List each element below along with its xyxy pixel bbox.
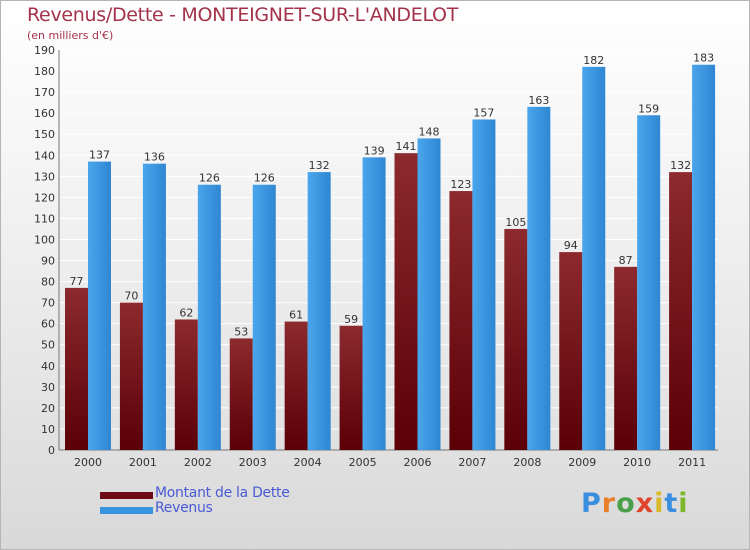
logo-letter: o <box>616 488 636 519</box>
y-tick-label: 40 <box>41 360 55 373</box>
data-label: 61 <box>289 309 303 322</box>
x-tick-label: 2004 <box>294 456 322 469</box>
data-label: 87 <box>619 254 633 267</box>
y-tick-label: 60 <box>41 318 55 331</box>
y-tick-label: 50 <box>41 339 55 352</box>
y-tick-label: 140 <box>34 149 55 162</box>
data-label: 105 <box>505 216 526 229</box>
y-tick-label: 170 <box>34 86 55 99</box>
logo-letter: r <box>601 488 617 519</box>
y-tick-label: 150 <box>34 128 55 141</box>
y-tick-label: 110 <box>34 212 55 225</box>
x-tick-label: 2008 <box>513 456 541 469</box>
y-tick-label: 160 <box>34 107 55 120</box>
bar-revenus <box>142 163 166 450</box>
x-tick-label: 2009 <box>568 456 596 469</box>
data-label: 141 <box>396 140 417 153</box>
data-label: 163 <box>528 94 549 107</box>
x-tick-label: 2001 <box>129 456 157 469</box>
legend-label-revenus: Revenus <box>155 500 213 516</box>
data-label: 182 <box>583 54 604 67</box>
y-tick-label: 70 <box>41 297 55 310</box>
bar-dette <box>119 302 143 450</box>
bar-dette <box>669 172 693 450</box>
x-tick-label: 2005 <box>349 456 377 469</box>
data-label: 70 <box>124 290 138 303</box>
data-label: 59 <box>344 313 358 326</box>
data-label: 183 <box>693 52 714 65</box>
bar-dette <box>394 153 418 450</box>
bar-dette <box>174 319 198 450</box>
bar-dette <box>614 266 638 450</box>
x-tick-label: 2006 <box>404 456 432 469</box>
y-tick-label: 190 <box>34 44 55 57</box>
y-tick-label: 0 <box>48 444 55 457</box>
y-tick-label: 30 <box>41 381 55 394</box>
data-label: 136 <box>144 151 165 164</box>
bar-dette <box>339 325 363 450</box>
logo-letter: x <box>635 488 655 519</box>
data-label: 132 <box>670 159 691 172</box>
legend-label-dette: Montant de la Dette <box>155 485 290 501</box>
bar-revenus <box>417 138 441 450</box>
bar-revenus <box>472 119 496 450</box>
legend-swatch-revenus <box>100 507 153 514</box>
bar-revenus <box>582 66 606 450</box>
legend-swatch-dette <box>100 492 153 499</box>
data-label: 157 <box>473 106 494 119</box>
bar-revenus <box>362 157 386 451</box>
logo-letter: P <box>581 488 602 519</box>
y-tick-label: 20 <box>41 402 55 415</box>
bar-revenus <box>637 115 661 451</box>
x-tick-label: 2010 <box>623 456 651 469</box>
x-tick-label: 2000 <box>74 456 102 469</box>
logo-letter: i <box>654 488 665 519</box>
chart-subtitle: (en milliers d'€) <box>27 29 114 42</box>
x-tick-label: 2002 <box>184 456 212 469</box>
bar-dette <box>449 191 473 451</box>
bar-dette <box>65 287 88 450</box>
chart-title: Revenus/Dette - MONTEIGNET-SUR-L'ANDELOT <box>27 4 459 26</box>
data-label: 62 <box>179 306 193 319</box>
bar-revenus <box>88 161 111 450</box>
data-label: 77 <box>70 275 84 288</box>
data-label: 137 <box>89 149 110 162</box>
bar-revenus <box>197 184 221 450</box>
bar-revenus <box>527 106 551 450</box>
data-label: 123 <box>450 178 471 191</box>
data-label: 94 <box>564 239 578 252</box>
y-tick-label: 90 <box>41 255 55 268</box>
x-tick-label: 2011 <box>678 456 706 469</box>
bar-revenus <box>692 64 716 450</box>
proxiti-logo: Proxiti <box>581 488 689 519</box>
data-label: 126 <box>199 172 220 185</box>
data-label: 148 <box>419 125 440 138</box>
data-label: 53 <box>234 325 248 338</box>
y-tick-label: 80 <box>41 276 55 289</box>
y-tick-label: 120 <box>34 191 55 204</box>
y-tick-label: 130 <box>34 170 55 183</box>
data-label: 132 <box>309 159 330 172</box>
logo-letter: t <box>664 488 679 519</box>
bar-dette <box>559 252 583 450</box>
bar-dette <box>504 228 528 450</box>
y-tick-label: 100 <box>34 233 55 246</box>
logo-letter: i <box>678 488 689 519</box>
y-tick-label: 180 <box>34 65 55 78</box>
bar-dette <box>229 338 253 450</box>
y-tick-label: 10 <box>41 423 55 436</box>
bar-revenus <box>307 172 331 450</box>
data-label: 126 <box>254 172 275 185</box>
bar-revenus <box>252 184 276 450</box>
data-label: 139 <box>364 144 385 157</box>
bar-dette <box>284 321 308 450</box>
x-tick-label: 2003 <box>239 456 267 469</box>
data-label: 159 <box>638 102 659 115</box>
x-tick-label: 2007 <box>458 456 486 469</box>
